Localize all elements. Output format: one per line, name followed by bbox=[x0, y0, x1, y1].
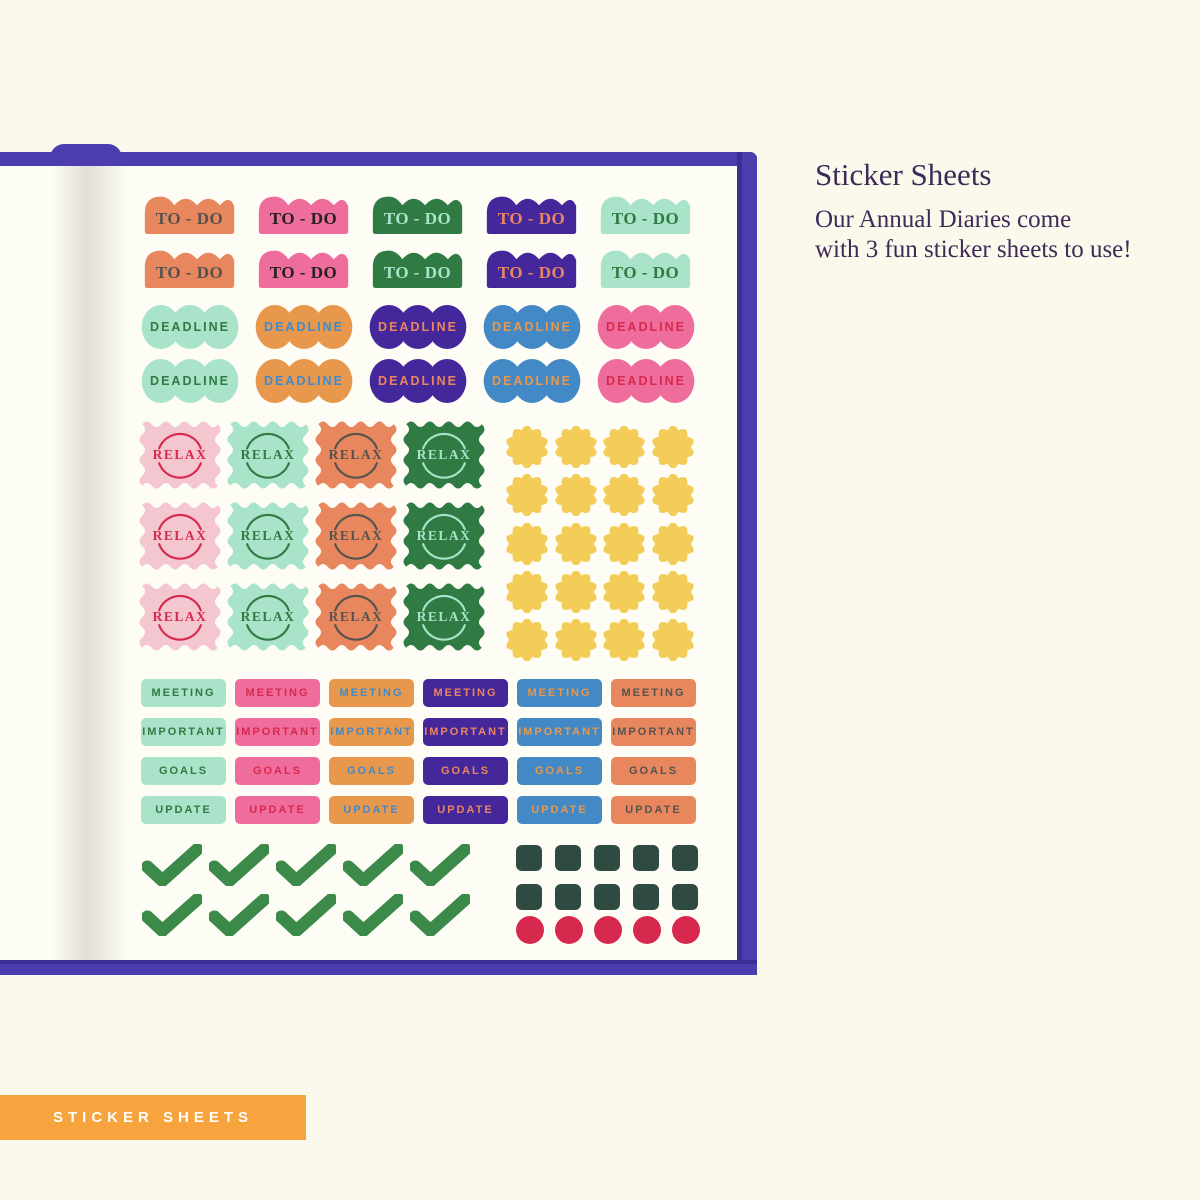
panel-title: Sticker Sheets bbox=[815, 157, 992, 192]
panel-description-line1: Our Annual Diaries come bbox=[815, 206, 1072, 233]
section-banner-label: STICKER SHEETS bbox=[52, 1109, 254, 1126]
page-gutter-shadow bbox=[52, 166, 128, 960]
diary-cover-right-edge bbox=[737, 152, 757, 975]
diary-cover-top-edge bbox=[0, 152, 757, 166]
diary-cover-bottom-edge bbox=[0, 960, 757, 975]
panel-description: Our Annual Diaries come with 3 fun stick… bbox=[815, 205, 1175, 265]
section-banner: STICKER SHEETS bbox=[0, 1095, 306, 1140]
info-panel: Sticker Sheets Our Annual Diaries come w… bbox=[815, 158, 1175, 265]
panel-description-line2: with 3 fun sticker sheets to use! bbox=[815, 236, 1132, 263]
